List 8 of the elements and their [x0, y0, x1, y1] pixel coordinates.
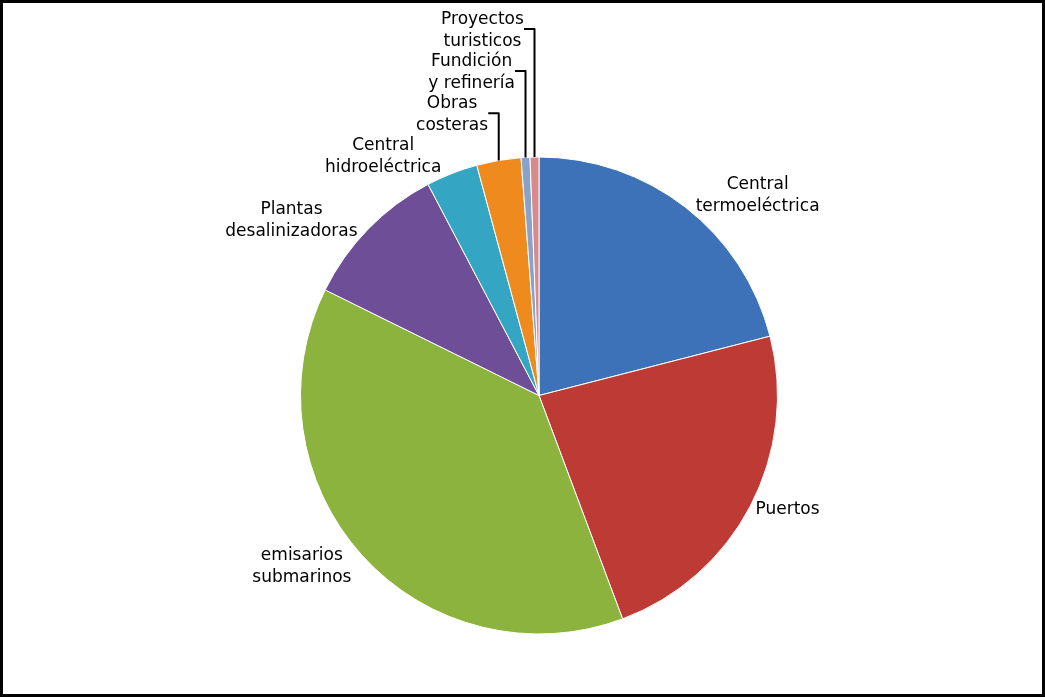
slice-label: Obras costeras: [416, 92, 489, 135]
slice-label: Fundición y refinería: [428, 49, 515, 93]
slice-label: Proyectos turisticos: [441, 7, 524, 50]
slice-label: emisarios submarinos: [252, 543, 352, 586]
slice-label: Central termoeléctrica: [695, 172, 820, 215]
slice-label: Central hidroeléctrica: [324, 134, 442, 177]
slice-label: Puertos: [755, 497, 820, 518]
slice-label: Plantas desalinizadoras: [225, 197, 358, 240]
